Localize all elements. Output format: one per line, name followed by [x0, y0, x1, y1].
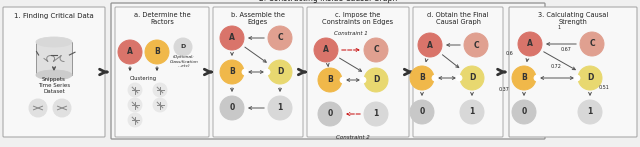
- Text: c. Impose the
Constraints on Edges: c. Impose the Constraints on Edges: [323, 12, 394, 25]
- Circle shape: [153, 98, 167, 112]
- Circle shape: [364, 38, 388, 62]
- Text: 0.51: 0.51: [598, 85, 609, 90]
- Circle shape: [456, 75, 462, 81]
- Circle shape: [574, 75, 580, 81]
- Text: a. Determine the
Factors: a. Determine the Factors: [134, 12, 190, 25]
- Ellipse shape: [36, 70, 72, 80]
- Circle shape: [410, 100, 434, 124]
- Ellipse shape: [36, 37, 72, 47]
- Circle shape: [464, 33, 488, 57]
- FancyBboxPatch shape: [307, 7, 409, 137]
- Circle shape: [174, 38, 192, 56]
- Text: D: D: [373, 76, 379, 85]
- Circle shape: [318, 68, 342, 92]
- Text: A: A: [323, 46, 329, 55]
- Text: 2. Constructing Inside Causal Graph: 2. Constructing Inside Causal Graph: [259, 0, 397, 3]
- Text: B: B: [521, 74, 527, 82]
- Text: B: B: [154, 47, 160, 56]
- FancyBboxPatch shape: [115, 7, 209, 137]
- Text: 1. Finding Critical Data: 1. Finding Critical Data: [14, 13, 94, 19]
- Text: 1: 1: [588, 107, 593, 117]
- FancyBboxPatch shape: [111, 3, 545, 139]
- Text: A: A: [527, 40, 533, 49]
- Circle shape: [578, 66, 602, 90]
- Text: C: C: [373, 46, 379, 55]
- Circle shape: [128, 83, 142, 97]
- Text: 0: 0: [328, 110, 333, 118]
- FancyBboxPatch shape: [36, 42, 72, 75]
- Circle shape: [418, 33, 442, 57]
- Text: (Optional:
Classification
...etc): (Optional: Classification ...etc): [170, 55, 198, 68]
- Circle shape: [220, 60, 244, 84]
- Text: Clustering: Clustering: [129, 76, 157, 81]
- Circle shape: [578, 100, 602, 124]
- Text: 1: 1: [557, 25, 561, 30]
- Circle shape: [242, 69, 248, 75]
- Circle shape: [128, 113, 142, 127]
- Text: Snippets: Snippets: [42, 77, 66, 82]
- Text: 0.67: 0.67: [561, 47, 572, 52]
- Text: A: A: [229, 34, 235, 42]
- Circle shape: [340, 77, 346, 83]
- Circle shape: [264, 69, 270, 75]
- Circle shape: [128, 98, 142, 112]
- Text: d. Obtain the Final
Causal Graph: d. Obtain the Final Causal Graph: [428, 12, 489, 25]
- Circle shape: [360, 77, 366, 83]
- Text: 0: 0: [522, 107, 527, 117]
- Text: D: D: [277, 67, 283, 76]
- Circle shape: [220, 96, 244, 120]
- Text: D: D: [180, 45, 186, 50]
- Text: C: C: [277, 34, 283, 42]
- Circle shape: [518, 32, 542, 56]
- Circle shape: [268, 26, 292, 50]
- FancyBboxPatch shape: [3, 7, 105, 137]
- Circle shape: [512, 100, 536, 124]
- Text: 1: 1: [373, 110, 379, 118]
- Text: A: A: [427, 41, 433, 50]
- Circle shape: [268, 60, 292, 84]
- Text: D: D: [469, 74, 475, 82]
- Circle shape: [29, 99, 47, 117]
- Text: B: B: [229, 67, 235, 76]
- Circle shape: [314, 38, 338, 62]
- Circle shape: [460, 66, 484, 90]
- Circle shape: [460, 100, 484, 124]
- Circle shape: [580, 32, 604, 56]
- Circle shape: [318, 102, 342, 126]
- Text: 3. Calculating Causal
Strength: 3. Calculating Causal Strength: [538, 12, 608, 25]
- Text: 0.72: 0.72: [550, 64, 561, 69]
- Circle shape: [534, 75, 540, 81]
- Text: 1: 1: [469, 107, 475, 117]
- Text: B: B: [419, 74, 425, 82]
- FancyBboxPatch shape: [213, 7, 303, 137]
- Text: Constraint 1: Constraint 1: [334, 31, 368, 36]
- FancyBboxPatch shape: [413, 7, 503, 137]
- Circle shape: [220, 26, 244, 50]
- Circle shape: [53, 99, 71, 117]
- Text: C: C: [589, 40, 595, 49]
- FancyBboxPatch shape: [509, 7, 637, 137]
- Text: D: D: [587, 74, 593, 82]
- Text: Constraint 2: Constraint 2: [336, 135, 370, 140]
- Circle shape: [268, 96, 292, 120]
- Text: 0: 0: [229, 103, 235, 112]
- Text: b. Assemble the
Edges: b. Assemble the Edges: [231, 12, 285, 25]
- Text: A: A: [127, 47, 133, 56]
- Circle shape: [364, 102, 388, 126]
- Circle shape: [364, 68, 388, 92]
- Text: 1: 1: [277, 103, 283, 112]
- Text: Time Series
Dataset: Time Series Dataset: [38, 83, 70, 94]
- Text: C: C: [473, 41, 479, 50]
- Circle shape: [153, 83, 167, 97]
- Text: B: B: [327, 76, 333, 85]
- Circle shape: [145, 40, 169, 64]
- Circle shape: [410, 66, 434, 90]
- Circle shape: [512, 66, 536, 90]
- Circle shape: [432, 75, 438, 81]
- Text: 0.37: 0.37: [499, 87, 509, 92]
- Text: 0.6: 0.6: [506, 51, 514, 56]
- Circle shape: [118, 40, 142, 64]
- Text: 0: 0: [419, 107, 424, 117]
